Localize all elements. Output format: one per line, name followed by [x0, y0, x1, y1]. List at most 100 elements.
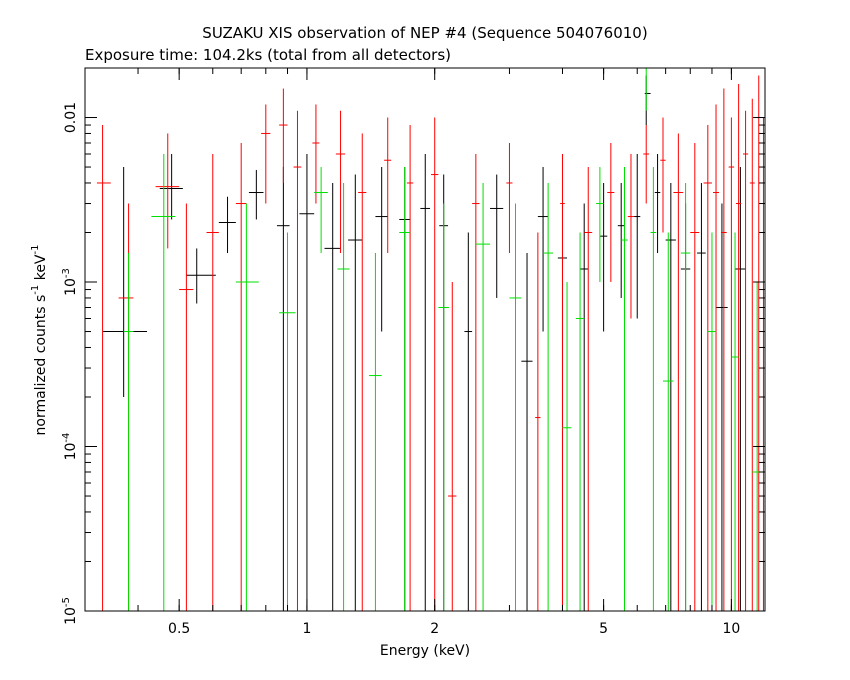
data-point-2-10 [509, 203, 522, 611]
data-point-2-15 [621, 167, 628, 611]
data-point-0-6 [299, 154, 315, 611]
series-1 [96, 75, 765, 611]
data-point-1-20 [584, 167, 593, 611]
data-point-1-18 [535, 232, 541, 611]
data-point-1-33 [749, 98, 755, 611]
series-2 [123, 67, 762, 611]
plot-frame [84, 67, 766, 612]
data-point-2-0 [123, 253, 134, 611]
data-point-2-13 [575, 232, 585, 611]
data-point-0-23 [654, 154, 661, 254]
y-tick-label-0: 10-5 [61, 597, 79, 625]
data-point-2-20 [707, 232, 717, 611]
data-point-2-3 [279, 232, 296, 611]
data-point-0-5 [276, 167, 290, 611]
data-point-0-3 [218, 196, 236, 254]
data-point-2-21 [731, 232, 739, 611]
chart-subtitle: Exposure time: 104.2ks (total from all d… [85, 46, 451, 64]
data-point-2-12 [562, 282, 572, 611]
data-point-0-27 [716, 203, 728, 611]
data-point-2-18 [662, 232, 674, 611]
data-point-0-13 [464, 232, 473, 611]
x-tick-label-3: 5 [599, 621, 608, 637]
y-axis-label-exp-1: -1 [30, 285, 41, 295]
data-point-0-2 [186, 248, 216, 304]
data-point-1-25 [673, 133, 684, 611]
data-point-2-7 [399, 167, 411, 611]
x-tick-label-0: 0.5 [168, 621, 190, 637]
x-tick-label-1: 1 [302, 621, 311, 637]
data-point-0-15 [521, 253, 533, 611]
data-point-1-11 [358, 133, 367, 611]
data-point-1-9 [312, 104, 320, 204]
data-point-1-12 [384, 117, 392, 254]
data-point-1-26 [690, 142, 700, 611]
data-layer [96, 67, 765, 611]
data-point-1-14 [430, 117, 439, 611]
data-point-1-29 [720, 88, 727, 611]
y-axis-label-part-2: keV [33, 254, 49, 285]
data-point-1-28 [712, 104, 720, 611]
data-point-2-9 [475, 182, 491, 611]
data-point-1-16 [472, 154, 480, 611]
data-point-1-23 [643, 125, 650, 204]
data-point-0-16 [537, 167, 549, 332]
data-point-2-1 [151, 154, 176, 611]
data-point-1-3 [179, 203, 194, 611]
data-point-0-22 [644, 75, 651, 126]
data-point-0-4 [248, 169, 264, 220]
data-point-0-9 [375, 167, 388, 332]
data-point-2-8 [438, 203, 449, 611]
data-point-2-11 [543, 182, 554, 611]
data-point-2-6 [368, 253, 382, 611]
series-0 [102, 75, 746, 611]
data-point-0-19 [599, 182, 608, 332]
data-point-1-21 [607, 142, 615, 283]
data-point-2-19 [680, 182, 691, 611]
data-point-0-28 [735, 167, 746, 611]
data-point-1-4 [206, 154, 219, 611]
data-point-1-10 [335, 110, 346, 254]
data-point-0-8 [348, 174, 363, 611]
data-point-1-15 [448, 282, 457, 611]
chart-title: SUZAKU XIS observation of NEP #4 (Sequen… [202, 24, 647, 42]
data-point-2-5 [337, 182, 350, 611]
y-axis-label: normalized counts s-1 keV-1 [30, 245, 49, 436]
data-point-1-7 [279, 88, 288, 183]
tick-layer: 0.5 1 2 5 10 10-5 10-4 10-3 0.01 [61, 67, 765, 637]
y-axis-label-part-1: normalized counts s [33, 295, 49, 436]
data-point-1-31 [735, 83, 742, 611]
data-point-1-13 [406, 125, 414, 611]
data-point-1-2 [155, 133, 180, 249]
data-point-0-11 [420, 154, 431, 611]
x-tick-label-4: 10 [722, 621, 740, 637]
data-point-1-22 [627, 154, 635, 319]
x-axis-label: Energy (keV) [380, 643, 470, 659]
data-point-0-0 [102, 167, 148, 397]
data-point-1-6 [261, 104, 271, 204]
data-point-1-19 [560, 154, 565, 611]
y-tick-label-1: 10-4 [61, 433, 79, 461]
data-point-2-4 [314, 167, 328, 254]
data-point-2-14 [596, 167, 604, 283]
data-point-1-8 [293, 110, 302, 611]
data-point-1-0 [96, 125, 111, 611]
data-point-1-17 [506, 142, 513, 254]
y-tick-label-2: 10-3 [61, 268, 79, 296]
data-point-1-27 [703, 125, 712, 611]
data-point-1-24 [660, 117, 666, 233]
data-point-0-26 [697, 182, 706, 611]
data-point-2-17 [650, 167, 657, 611]
data-point-0-7 [324, 182, 341, 611]
y-tick-label-3: 0.01 [63, 102, 79, 133]
data-point-2-2 [235, 203, 259, 611]
data-point-1-5 [235, 142, 247, 611]
data-point-0-24 [665, 182, 676, 611]
data-point-2-16 [644, 67, 650, 111]
x-tick-label-2: 2 [430, 621, 439, 637]
data-point-0-21 [634, 154, 641, 319]
data-point-0-14 [490, 174, 504, 298]
data-point-1-1 [118, 203, 134, 611]
